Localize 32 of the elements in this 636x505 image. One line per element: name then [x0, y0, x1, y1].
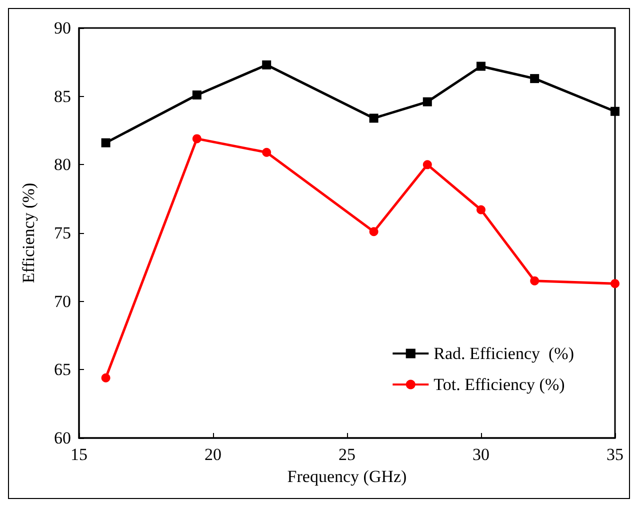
point	[422, 97, 432, 106]
x-tick-label: 20	[204, 445, 222, 464]
point	[476, 62, 486, 71]
x-axis-title: Frequency (GHz)	[287, 467, 407, 486]
point	[610, 106, 620, 116]
point	[369, 227, 378, 236]
y-tick-label: 65	[54, 360, 71, 380]
point	[101, 373, 110, 382]
x-tick-label: 30	[472, 445, 490, 464]
y-axis-title: Efficiency (%)	[19, 182, 38, 284]
point	[101, 138, 110, 148]
point	[422, 160, 432, 170]
y-tick-label: 90	[54, 18, 71, 38]
point	[262, 148, 272, 157]
point	[192, 134, 202, 144]
point	[476, 205, 486, 214]
x-tick-label: 35	[606, 445, 624, 464]
point	[530, 74, 540, 84]
point	[530, 276, 540, 286]
y-tick-label: 70	[54, 292, 71, 311]
legend-label: Rad. Efficiency (%)	[434, 344, 574, 363]
point	[610, 279, 620, 288]
x-tick-label: 25	[338, 445, 356, 464]
legend-label: Tot. Efficiency (%)	[434, 375, 565, 394]
point	[262, 60, 272, 70]
y-tick-label: 80	[54, 155, 71, 174]
y-tick-label: 75	[54, 224, 71, 242]
y-tick-label: 60	[54, 428, 71, 448]
x-tick-label: 15	[70, 445, 88, 464]
y-tick-label: 85	[54, 86, 71, 106]
point	[192, 90, 202, 100]
point	[369, 114, 378, 123]
